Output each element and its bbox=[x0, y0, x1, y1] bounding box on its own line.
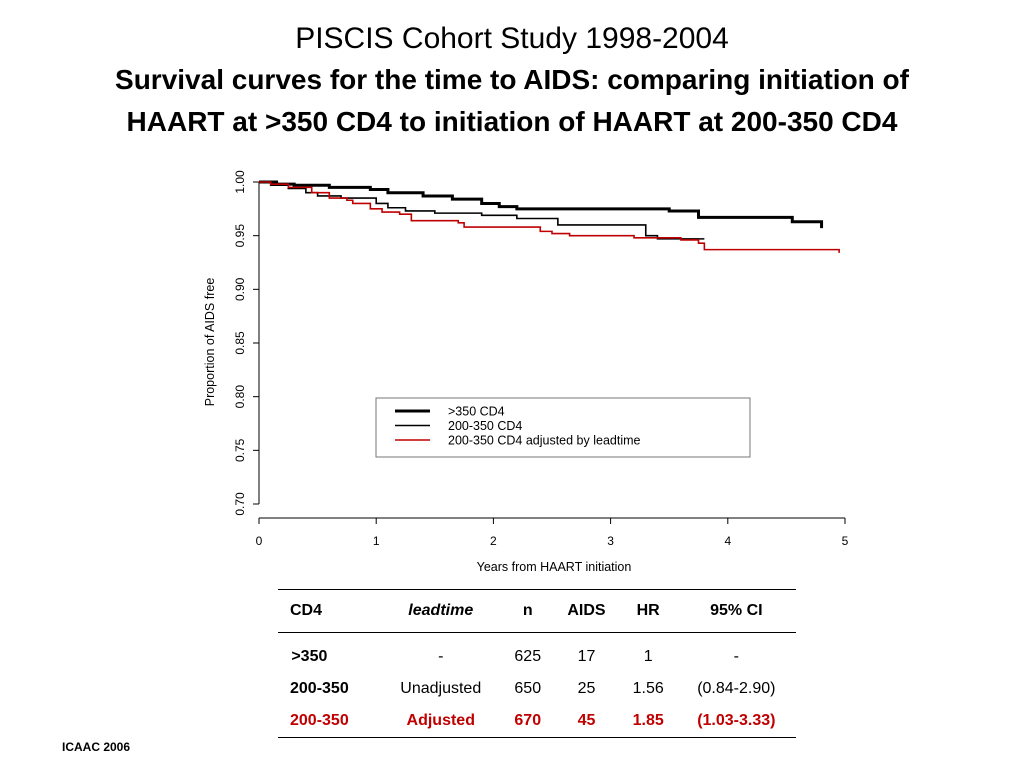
cell-n: 670 bbox=[502, 705, 554, 738]
cell-aids: 45 bbox=[553, 705, 620, 738]
header-n: n bbox=[502, 589, 554, 633]
cell-n: 625 bbox=[514, 648, 542, 665]
cell-cd4: 200-350 bbox=[278, 705, 380, 738]
table-row: 200-350 Unadjusted 650 25 1.56 (0.84-2.9… bbox=[278, 673, 796, 705]
legend-box bbox=[375, 397, 751, 458]
cell-aids: 17 bbox=[577, 648, 596, 665]
y-tick-label: 0.75 bbox=[233, 438, 247, 462]
cell-leadtime: Unadjusted bbox=[400, 680, 482, 697]
header-cd4: CD4 bbox=[278, 589, 380, 633]
x-tick-label: 2 bbox=[490, 534, 497, 548]
header-aids: AIDS bbox=[553, 589, 620, 633]
survival-chart: 0.70 0.75 0.80 0.85 0.90 0.95 1.00 0 1 2 3 4 5 >350 … bbox=[203, 170, 849, 574]
cell-leadtime: Adjusted bbox=[379, 705, 503, 738]
table-row: >350 - 625 17 1 - bbox=[278, 633, 796, 674]
cell-hr: 1 bbox=[643, 648, 653, 665]
chart-series-layer bbox=[259, 180, 840, 253]
x-tick-label: 3 bbox=[607, 534, 614, 548]
cell-ci: - bbox=[733, 648, 739, 665]
cell-leadtime: - bbox=[438, 648, 444, 665]
legend-label: >350 CD4 bbox=[448, 405, 505, 419]
cell-hr: 1.56 bbox=[632, 680, 664, 697]
y-axis-title: Proportion of AIDS free bbox=[203, 278, 217, 407]
y-tick-label: 1.00 bbox=[233, 170, 247, 194]
header-ci: 95% CI bbox=[676, 589, 796, 633]
y-tick-label: 0.90 bbox=[233, 277, 247, 301]
table-row-highlight: 200-350 Adjusted 670 45 1.85 (1.03-3.33) bbox=[278, 705, 796, 738]
cell-ci: (0.84-2.90) bbox=[697, 680, 776, 697]
cell-cd4: 200-350 bbox=[290, 680, 349, 697]
title-line-1: PISCIS Cohort Study 1998-2004 bbox=[295, 22, 729, 55]
cell-n: 650 bbox=[514, 680, 542, 697]
cell-aids: 25 bbox=[577, 680, 596, 697]
legend-label: 200-350 CD4 bbox=[448, 419, 522, 433]
chart-axes: 0.70 0.75 0.80 0.85 0.90 0.95 1.00 0 1 2 3 4 5 bbox=[233, 170, 849, 548]
y-tick-label: 0.95 bbox=[233, 224, 247, 248]
header-leadtime: leadtime bbox=[379, 589, 503, 633]
y-tick-label: 0.70 bbox=[233, 492, 247, 516]
hazard-ratio-table: CD4 leadtime n AIDS HR 95% CI >350 - 625… bbox=[278, 589, 796, 738]
cell-cd4: >350 bbox=[290, 648, 328, 665]
series-line-200-350-cd4-adjusted-by-leadtime bbox=[259, 181, 840, 253]
x-tick-label: 4 bbox=[724, 534, 731, 548]
y-tick-label: 0.80 bbox=[233, 385, 247, 409]
header-hr: HR bbox=[619, 589, 677, 633]
x-tick-label: 1 bbox=[373, 534, 380, 548]
x-tick-label: 5 bbox=[842, 534, 849, 548]
y-tick-label: 0.85 bbox=[233, 331, 247, 355]
x-tick-label: 0 bbox=[256, 534, 263, 548]
x-axis-title: Years from HAART initiation bbox=[477, 560, 632, 574]
series-line-200-350-cd4 bbox=[259, 181, 705, 240]
footer-label: ICAAC 2006 bbox=[62, 740, 131, 754]
table-header-row: CD4 leadtime n AIDS HR 95% CI bbox=[278, 589, 796, 633]
legend-label: 200-350 CD4 adjusted by leadtime bbox=[448, 434, 641, 448]
series-line-350-cd4 bbox=[259, 180, 824, 229]
title-line-2: Survival curves for the time to AIDS: co… bbox=[115, 64, 909, 95]
title-line-3: HAART at >350 CD4 to initiation of HAART… bbox=[126, 106, 898, 137]
cell-ci: (1.03-3.33) bbox=[676, 705, 796, 738]
cell-hr: 1.85 bbox=[619, 705, 677, 738]
